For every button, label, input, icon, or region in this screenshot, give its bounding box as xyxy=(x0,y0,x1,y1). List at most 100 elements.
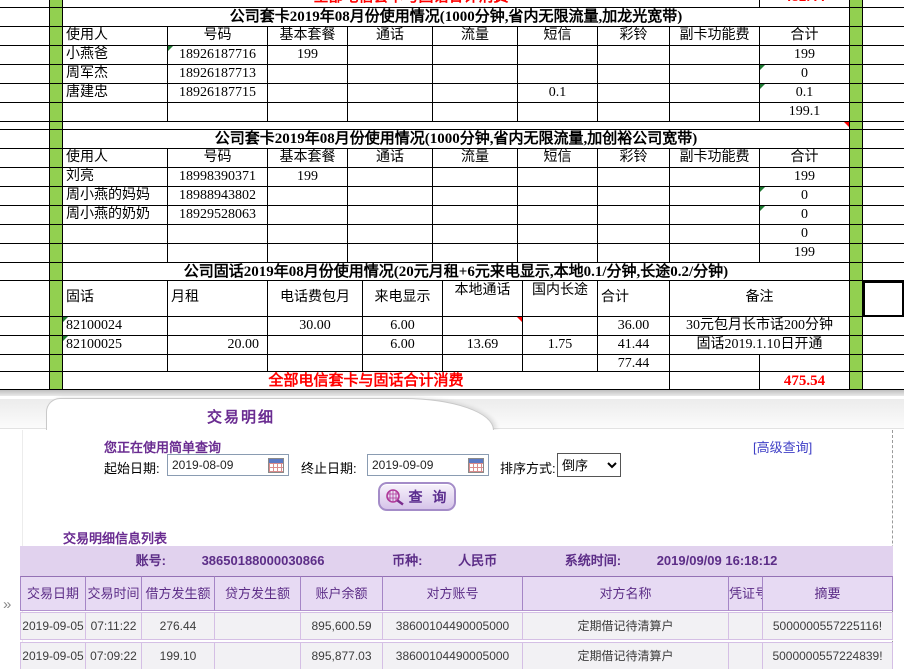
sheet-cell[interactable] xyxy=(433,244,518,263)
sheet-cell[interactable] xyxy=(760,355,850,372)
sheet-cell[interactable] xyxy=(268,84,348,103)
clipped-total-value-cell[interactable]: 482.44 xyxy=(760,0,850,8)
sheet-cell[interactable] xyxy=(433,46,518,65)
total-cell[interactable]: 41.44 xyxy=(598,336,670,355)
sheet-cell[interactable] xyxy=(433,168,518,187)
column-header[interactable]: 电话费包月 xyxy=(268,281,363,317)
sheet-cell[interactable] xyxy=(0,103,50,122)
clipped-total-label-cell[interactable]: 全部电信套卡与固话合计消费 xyxy=(63,0,760,8)
end-date-input[interactable] xyxy=(367,454,489,476)
sheet-cell[interactable] xyxy=(348,225,433,244)
sheet-cell[interactable] xyxy=(670,355,760,372)
sheet-cell[interactable] xyxy=(268,103,348,122)
column-header[interactable]: 基本套餐 xyxy=(268,149,348,168)
green-fill-cell[interactable] xyxy=(850,372,863,390)
sheet-cell[interactable] xyxy=(863,355,904,372)
green-fill-cell[interactable] xyxy=(850,46,863,65)
green-fill-cell[interactable] xyxy=(850,281,863,317)
sheet-cell[interactable] xyxy=(598,206,670,225)
sheet-cell[interactable] xyxy=(0,187,50,206)
calendar-icon[interactable] xyxy=(468,458,484,473)
sheet-cell[interactable] xyxy=(863,206,904,225)
number-cell[interactable]: 18998390371 xyxy=(168,168,268,187)
green-fill-cell[interactable] xyxy=(50,355,63,372)
grand-total-label[interactable]: 全部电信套卡与固话合计消费 xyxy=(63,372,670,390)
transaction-row[interactable]: 2019-09-05 07:11:22 276.44 895,600.59 38… xyxy=(20,612,893,640)
green-fill-cell[interactable] xyxy=(50,8,63,27)
column-header[interactable]: 通话 xyxy=(348,149,433,168)
sheet-cell[interactable] xyxy=(863,168,904,187)
sheet-cell[interactable] xyxy=(168,103,268,122)
table2-title[interactable]: 公司套卡2019年08月份使用情况(1000分钟,省内无限流量,加创裕公司宽带) xyxy=(63,130,850,149)
sheet-cell[interactable] xyxy=(268,65,348,84)
sheet-cell[interactable]: 1.75 xyxy=(523,336,598,355)
sheet-cell[interactable]: 199 xyxy=(268,46,348,65)
sheet-cell[interactable] xyxy=(598,65,670,84)
column-header[interactable]: 使用人 xyxy=(63,27,168,46)
total-cell[interactable]: 36.00 xyxy=(598,317,670,336)
green-fill-cell[interactable] xyxy=(50,263,63,281)
column-header[interactable]: 月租 xyxy=(168,281,268,317)
sheet-cell[interactable] xyxy=(518,225,598,244)
sheet-cell[interactable] xyxy=(63,244,168,263)
sheet-cell[interactable] xyxy=(63,225,168,244)
sheet-cell[interactable] xyxy=(863,317,904,336)
sheet-cell[interactable] xyxy=(670,84,760,103)
column-header[interactable]: 彩铃 xyxy=(598,149,670,168)
sheet-cell[interactable] xyxy=(433,103,518,122)
zero-cell[interactable]: 0 xyxy=(760,225,850,244)
green-fill-cell[interactable] xyxy=(50,46,63,65)
green-fill-cell[interactable] xyxy=(850,122,863,130)
green-fill-cell[interactable] xyxy=(850,8,863,27)
sheet-cell[interactable] xyxy=(518,187,598,206)
number-cell[interactable]: 18926187713 xyxy=(168,65,268,84)
sheet-cell[interactable] xyxy=(348,187,433,206)
sheet-cell[interactable] xyxy=(670,225,760,244)
sheet-cell[interactable] xyxy=(518,168,598,187)
green-fill-cell[interactable] xyxy=(50,149,63,168)
green-fill-cell[interactable] xyxy=(50,0,63,8)
column-header[interactable]: 来电显示 xyxy=(363,281,443,317)
column-header[interactable]: 备注 xyxy=(670,281,850,317)
green-fill-cell[interactable] xyxy=(50,122,63,130)
sheet-cell[interactable] xyxy=(523,355,598,372)
sheet-cell[interactable] xyxy=(863,84,904,103)
table3-title[interactable]: 公司固话2019年08月份使用情况(20元月租+6元来电显示,本地0.1/分钟,… xyxy=(63,263,850,281)
green-fill-cell[interactable] xyxy=(850,336,863,355)
green-fill-cell[interactable] xyxy=(850,317,863,336)
sheet-cell[interactable] xyxy=(863,336,904,355)
green-fill-cell[interactable] xyxy=(850,84,863,103)
sheet-cell[interactable] xyxy=(348,103,433,122)
sheet-cell[interactable] xyxy=(670,206,760,225)
number-cell[interactable]: 18988943802 xyxy=(168,187,268,206)
sheet-cell[interactable] xyxy=(433,187,518,206)
sheet-cell[interactable] xyxy=(168,317,268,336)
sheet-cell[interactable] xyxy=(433,84,518,103)
sheet-cell[interactable] xyxy=(348,84,433,103)
sheet-cell[interactable] xyxy=(670,187,760,206)
sheet-cell[interactable] xyxy=(863,8,904,27)
sheet-cell[interactable] xyxy=(598,168,670,187)
sheet-cell[interactable] xyxy=(863,27,904,46)
green-fill-cell[interactable] xyxy=(850,355,863,372)
transaction-row[interactable]: 2019-09-05 07:09:22 199.10 895,877.03 38… xyxy=(20,642,893,669)
sheet-cell[interactable] xyxy=(0,27,50,46)
sheet-cell[interactable] xyxy=(598,84,670,103)
sheet-cell[interactable] xyxy=(348,206,433,225)
table1-title[interactable]: 公司套卡2019年08月份使用情况(1000分钟,省内无限流量,加龙光宽带) xyxy=(63,8,850,27)
number-cell[interactable]: 18926187716 xyxy=(168,46,268,65)
column-header[interactable]: 国内长途 xyxy=(523,281,598,317)
sheet-cell[interactable] xyxy=(63,355,168,372)
sheet-cell[interactable] xyxy=(863,0,904,8)
green-fill-cell[interactable] xyxy=(50,317,63,336)
column-header[interactable]: 基本套餐 xyxy=(268,27,348,46)
sheet-cell[interactable] xyxy=(670,372,760,390)
column-header[interactable]: 号码 xyxy=(168,149,268,168)
sheet-cell[interactable] xyxy=(863,65,904,84)
sheet-cell[interactable] xyxy=(443,317,523,336)
green-fill-cell[interactable] xyxy=(850,244,863,263)
sheet-cell[interactable] xyxy=(0,0,50,8)
user-cell[interactable]: 周小燕的妈妈 xyxy=(63,187,168,206)
user-cell[interactable]: 唐建忠 xyxy=(63,84,168,103)
green-fill-cell[interactable] xyxy=(850,263,863,281)
